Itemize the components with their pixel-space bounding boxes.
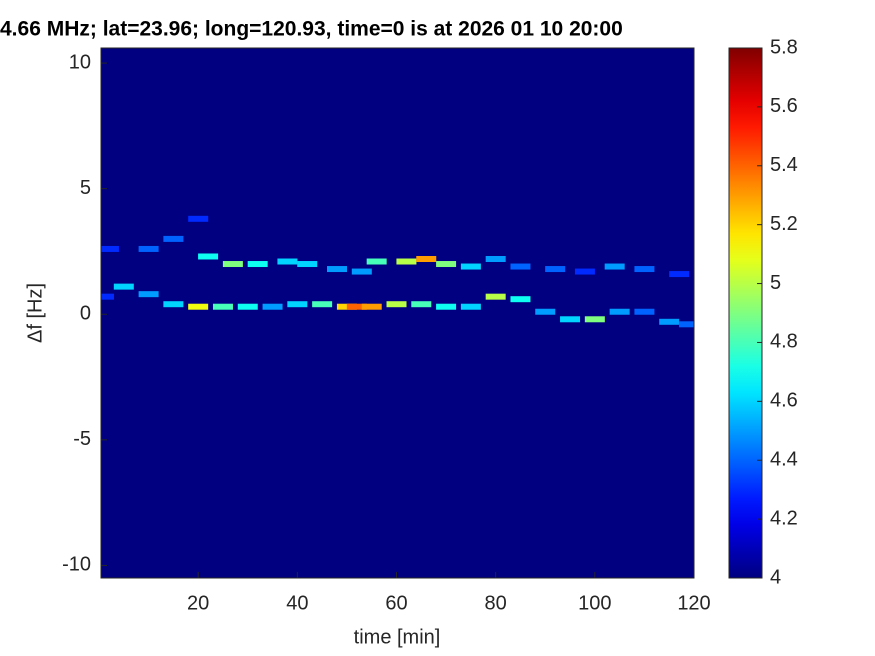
y-tick-label: 5: [80, 177, 91, 199]
cell: [545, 266, 566, 273]
cell: [411, 301, 432, 308]
cell: [138, 291, 159, 298]
x-tick-label: 40: [286, 592, 308, 614]
chart-title: 4.66 MHz; lat=23.96; long=120.93, time=0…: [0, 18, 623, 41]
cell: [247, 261, 268, 268]
colorbar-tick-label: 5.2: [770, 213, 798, 235]
y-tick-label: 10: [69, 51, 91, 73]
cell: [212, 303, 233, 310]
x-tick-label: 120: [677, 592, 710, 614]
colorbar-tick-label: 4.8: [770, 331, 798, 353]
cell: [510, 296, 531, 303]
cell: [460, 263, 481, 270]
colorbar-tick-label: 5: [770, 272, 781, 294]
cell: [634, 266, 655, 273]
cell: [222, 261, 243, 268]
cell: [262, 303, 283, 310]
cell: [386, 301, 407, 308]
cell: [679, 321, 694, 328]
colorbar-tick-label: 5.8: [770, 36, 798, 58]
cell: [669, 271, 690, 278]
axes-box: [100, 47, 695, 579]
cell: [574, 268, 595, 275]
cell: [460, 303, 481, 310]
cell: [609, 308, 630, 315]
colorbar-tick-label: 4.4: [770, 449, 798, 471]
cell: [659, 318, 680, 325]
cell: [327, 266, 348, 273]
cell: [366, 258, 387, 265]
colorbar-tick-label: 5.4: [770, 154, 798, 176]
colorbar-tick-label: 4.6: [770, 390, 798, 412]
y-tick-label: -10: [62, 554, 91, 576]
colorbar-tick-label: 4: [770, 566, 781, 588]
cell: [604, 263, 625, 270]
cell: [560, 316, 581, 323]
cell: [297, 261, 318, 268]
x-tick-label: 80: [485, 592, 507, 614]
cell: [396, 258, 417, 265]
cell: [535, 308, 556, 315]
cells: [101, 215, 694, 328]
x-tick-label: 100: [578, 592, 611, 614]
plot-background: [101, 48, 694, 578]
cell: [436, 303, 457, 310]
cell: [584, 316, 605, 323]
y-tick-label: 0: [80, 303, 91, 325]
cell: [485, 255, 506, 262]
cell: [277, 258, 298, 265]
y-tick-label: -5: [73, 428, 91, 450]
cell: [101, 293, 114, 300]
cell: [346, 303, 367, 310]
cell: [101, 245, 119, 252]
cell: [163, 235, 184, 242]
cell: [188, 215, 209, 222]
cell: [436, 261, 457, 268]
cell: [351, 268, 372, 275]
cell: [485, 293, 506, 300]
colorbar-tick-label: 4.2: [770, 507, 798, 529]
cell: [287, 301, 308, 308]
cell: [361, 303, 382, 310]
cell: [163, 301, 184, 308]
cell: [416, 255, 437, 262]
cell: [138, 245, 159, 252]
cell: [634, 308, 655, 315]
cell: [113, 283, 134, 290]
cell: [188, 303, 209, 310]
x-tick-label: 20: [187, 592, 209, 614]
cell: [237, 303, 258, 310]
cell: [510, 263, 531, 270]
colorbar-tick-label: 5.6: [770, 95, 798, 117]
cell: [312, 301, 333, 308]
y-axis-label: Δf [Hz]: [24, 283, 46, 343]
colorbar: [728, 47, 763, 579]
x-tick-label: 60: [385, 592, 407, 614]
cell: [198, 253, 219, 260]
x-axis-label: time [min]: [354, 626, 441, 648]
